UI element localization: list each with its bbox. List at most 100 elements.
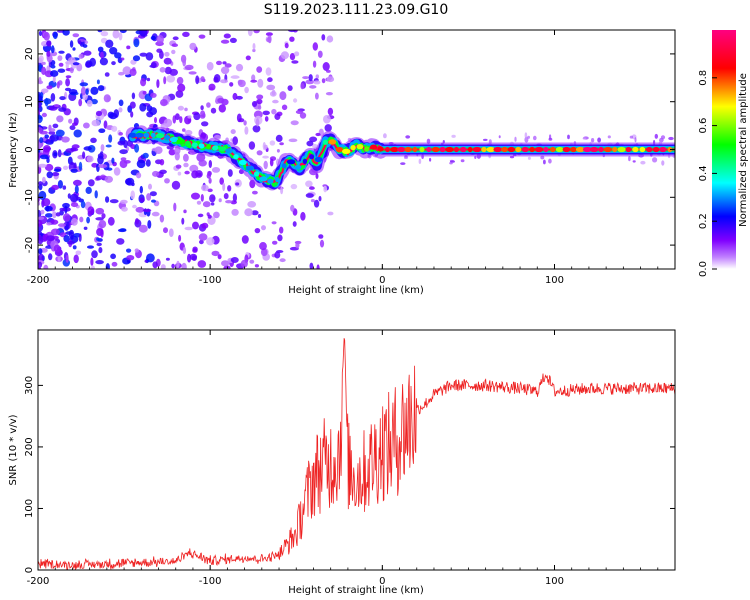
spectrogram-noise-blob (290, 183, 298, 190)
figure-title: S119.2023.111.23.09.G10 (264, 2, 449, 18)
spectrogram-noise-blob (177, 83, 186, 93)
spectrogram-noise-blob (313, 199, 320, 208)
spectrogram-noise-blob (150, 92, 157, 98)
spectrogram-signal-blob (164, 134, 171, 141)
spectrogram-noise-blob (90, 86, 99, 95)
spectrogram-noise-blob (46, 235, 55, 242)
colorbar-tick-label: 0.2 (698, 213, 709, 229)
spectrogram-noise-blob (632, 160, 636, 163)
spectrogram-noise-blob (216, 60, 222, 66)
snr-x-label: Height of straight line (km) (288, 585, 424, 596)
spectrogram-noise-blob (257, 105, 262, 110)
spectrogram-signal-blob (419, 146, 425, 153)
spectrogram-noise-blob (67, 193, 71, 199)
spectrogram-signal-blob (184, 140, 191, 146)
snr-panel: -200 -100 0 100 0 100 200 300 Height of straig… (8, 329, 676, 596)
spectrogram-noise-blob (53, 152, 58, 157)
spectrogram-signal-blob (309, 154, 315, 160)
spectrogram-noise-blob (76, 62, 83, 72)
spectrogram-noise-blob (217, 254, 222, 260)
spectrogram-noise-blob (429, 157, 432, 162)
spectrogram-noise-blob (271, 89, 276, 96)
spectrogram-signal-blob (205, 144, 211, 150)
spectrogram-noise-blob (206, 61, 214, 71)
spectrogram-noise-blob (184, 64, 194, 71)
spectrogram-noise-blob (57, 180, 64, 189)
spectrogram-noise-blob (191, 170, 199, 179)
spectrogram-noise-blob (57, 254, 61, 263)
spectrogram-noise-blob (96, 237, 100, 241)
spectrogram-noise-blob (179, 116, 183, 124)
spectrogram-noise-blob (110, 253, 116, 260)
spectrogram-signal-blob (529, 146, 535, 153)
spectrogram-noise-blob (38, 163, 47, 168)
spectrogram-noise-blob (90, 257, 94, 266)
spectrogram-noise-blob (271, 221, 277, 225)
spectrogram-noise-blob (78, 98, 83, 107)
spectrogram-noise-blob (196, 200, 202, 205)
spectrogram-noise-blob (79, 82, 89, 87)
spectrogram-noise-blob (549, 134, 552, 140)
spectrogram-noise-blob (187, 115, 192, 119)
spectrogram-noise-blob (145, 159, 151, 167)
spectrogram-noise-blob (70, 161, 74, 165)
spectrogram-noise-blob (318, 195, 322, 202)
spectrogram-noise-blob (105, 39, 114, 48)
spectrogram-noise-blob (252, 125, 261, 133)
spectrogram-noise-blob (53, 168, 62, 172)
spectrogram-noise-blob (168, 228, 174, 237)
spectrogram-noise-blob (244, 86, 249, 94)
spectrogram-noise-blob (254, 264, 259, 268)
spectrogram-noise-blob (252, 190, 258, 195)
spectrogram-noise-blob (184, 129, 193, 136)
spectrogram-signal-blob (543, 146, 549, 153)
spectrogram-noise-blob (229, 37, 237, 44)
spectrogram-noise-blob (146, 253, 155, 263)
spectrogram-noise-blob (200, 194, 204, 202)
spectrogram-noise-blob (317, 50, 323, 58)
spectrogram-noise-blob (218, 104, 226, 113)
spectrogram-noise-blob (116, 238, 125, 245)
spectrogram-noise-blob (38, 57, 43, 63)
spectrogram-x-label: Height of straight line (km) (288, 285, 424, 296)
spectrogram-noise-blob (220, 39, 230, 44)
spectrogram-noise-blob (498, 135, 501, 139)
spectrogram-signal-blob (515, 146, 522, 153)
spectrogram-noise-blob (548, 158, 552, 164)
spectrogram-noise-blob (71, 144, 80, 149)
spectrogram-noise-blob (156, 79, 160, 89)
x-tick-label: -100 (199, 576, 222, 587)
spectrogram-noise-blob (318, 234, 324, 239)
spectrogram-noise-blob (165, 257, 170, 261)
colorbar-tick-label: 0.6 (698, 118, 709, 134)
snr-series-line (38, 338, 675, 570)
spectrogram-signal-blob (486, 146, 496, 153)
spectrogram-noise-blob (208, 160, 212, 168)
spectrogram-noise-blob (323, 185, 328, 193)
spectrogram-noise-blob (582, 137, 586, 140)
spectrogram-noise-blob (68, 89, 78, 95)
spectrogram-noise-blob (210, 107, 217, 114)
spectrogram-noise-blob (83, 146, 92, 151)
spectrogram-signal-blob (667, 146, 672, 153)
spectrogram-signal-blob (404, 146, 412, 153)
spectrogram-noise-blob (171, 180, 181, 190)
spectrogram-noise-blob (41, 66, 47, 75)
spectrogram-noise-blob (197, 260, 207, 268)
spectrogram-noise-blob (173, 202, 177, 212)
spectrogram-noise-blob (50, 128, 56, 132)
spectrogram-noise-blob (159, 67, 166, 73)
spectrogram-noise-blob (46, 85, 53, 90)
spectrogram-noise-blob (38, 201, 41, 206)
spectrogram-noise-blob (198, 34, 206, 39)
spectrogram-noise-blob (189, 42, 197, 51)
spectrogram-noise-blob (97, 30, 103, 33)
spectrogram-noise-blob (126, 248, 132, 253)
spectrogram-noise-blob (257, 78, 264, 88)
spectrogram-signal-blob (169, 136, 179, 143)
spectrogram-noise-blob (323, 114, 331, 124)
spectrogram-noise-blob (294, 51, 300, 57)
spectrogram-signal-blob (534, 146, 544, 153)
spectrogram-noise-blob (108, 134, 113, 143)
spectrogram-noise-blob (55, 129, 65, 137)
